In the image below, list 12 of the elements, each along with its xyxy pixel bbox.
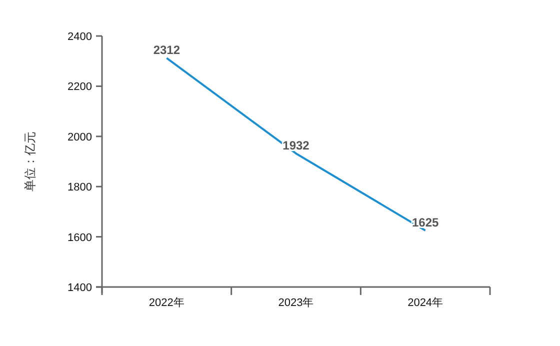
y-tick-label: 1800	[68, 182, 92, 194]
y-tick-label: 1600	[68, 232, 92, 244]
y-axis-title: 单位：亿元	[23, 132, 37, 192]
data-label: 2312	[153, 43, 180, 58]
y-tick-label: 2200	[68, 81, 92, 94]
y-tick-label: 1400	[68, 282, 92, 294]
x-tick-label: 2024年	[408, 297, 444, 309]
y-tick-label: 2400	[68, 31, 92, 43]
y-tick-label: 2000	[68, 131, 92, 144]
x-tick-label: 2023年	[278, 297, 314, 309]
data-label: 1625	[412, 216, 440, 230]
x-tick-label: 2022年	[148, 297, 184, 309]
